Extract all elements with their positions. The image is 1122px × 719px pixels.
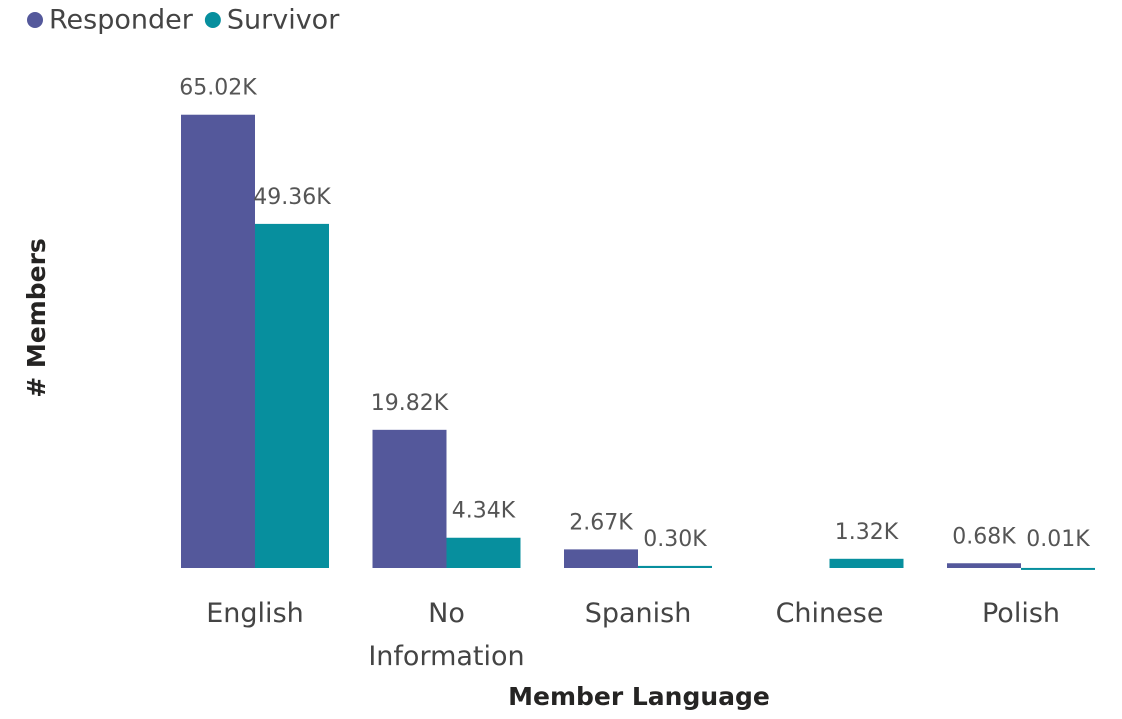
- legend-label: Survivor: [227, 5, 340, 36]
- data-label: 4.34K: [452, 499, 516, 524]
- bar: [829, 558, 904, 568]
- bar: [947, 563, 1021, 568]
- bar: [446, 537, 521, 568]
- bar: [1021, 567, 1095, 570]
- bar: [372, 429, 447, 568]
- x-tick-label: Chinese: [775, 598, 884, 629]
- bar: [564, 549, 638, 568]
- bar: [181, 114, 255, 568]
- bar: [255, 223, 329, 568]
- data-label: 1.32K: [835, 520, 899, 545]
- x-tick-label: No Information: [368, 598, 525, 672]
- legend-swatch: [204, 12, 221, 28]
- x-tick-label: Polish: [981, 598, 1061, 629]
- legend-swatch: [27, 12, 43, 28]
- x-tick-label: Spanish: [584, 598, 692, 629]
- data-label: 0.30K: [643, 527, 707, 552]
- legend-label: Responder: [49, 5, 194, 36]
- bar: [638, 565, 712, 568]
- data-label: 0.68K: [952, 524, 1016, 549]
- data-label: 2.67K: [569, 510, 633, 535]
- data-label: 0.01K: [1026, 527, 1090, 552]
- data-label: 19.82K: [371, 391, 449, 416]
- y-axis-title: # Members: [22, 238, 51, 398]
- data-label: 65.02K: [179, 76, 257, 101]
- x-tick-label: English: [206, 598, 304, 629]
- x-axis-title: Member Language: [508, 682, 770, 711]
- data-label: 49.36K: [253, 185, 331, 210]
